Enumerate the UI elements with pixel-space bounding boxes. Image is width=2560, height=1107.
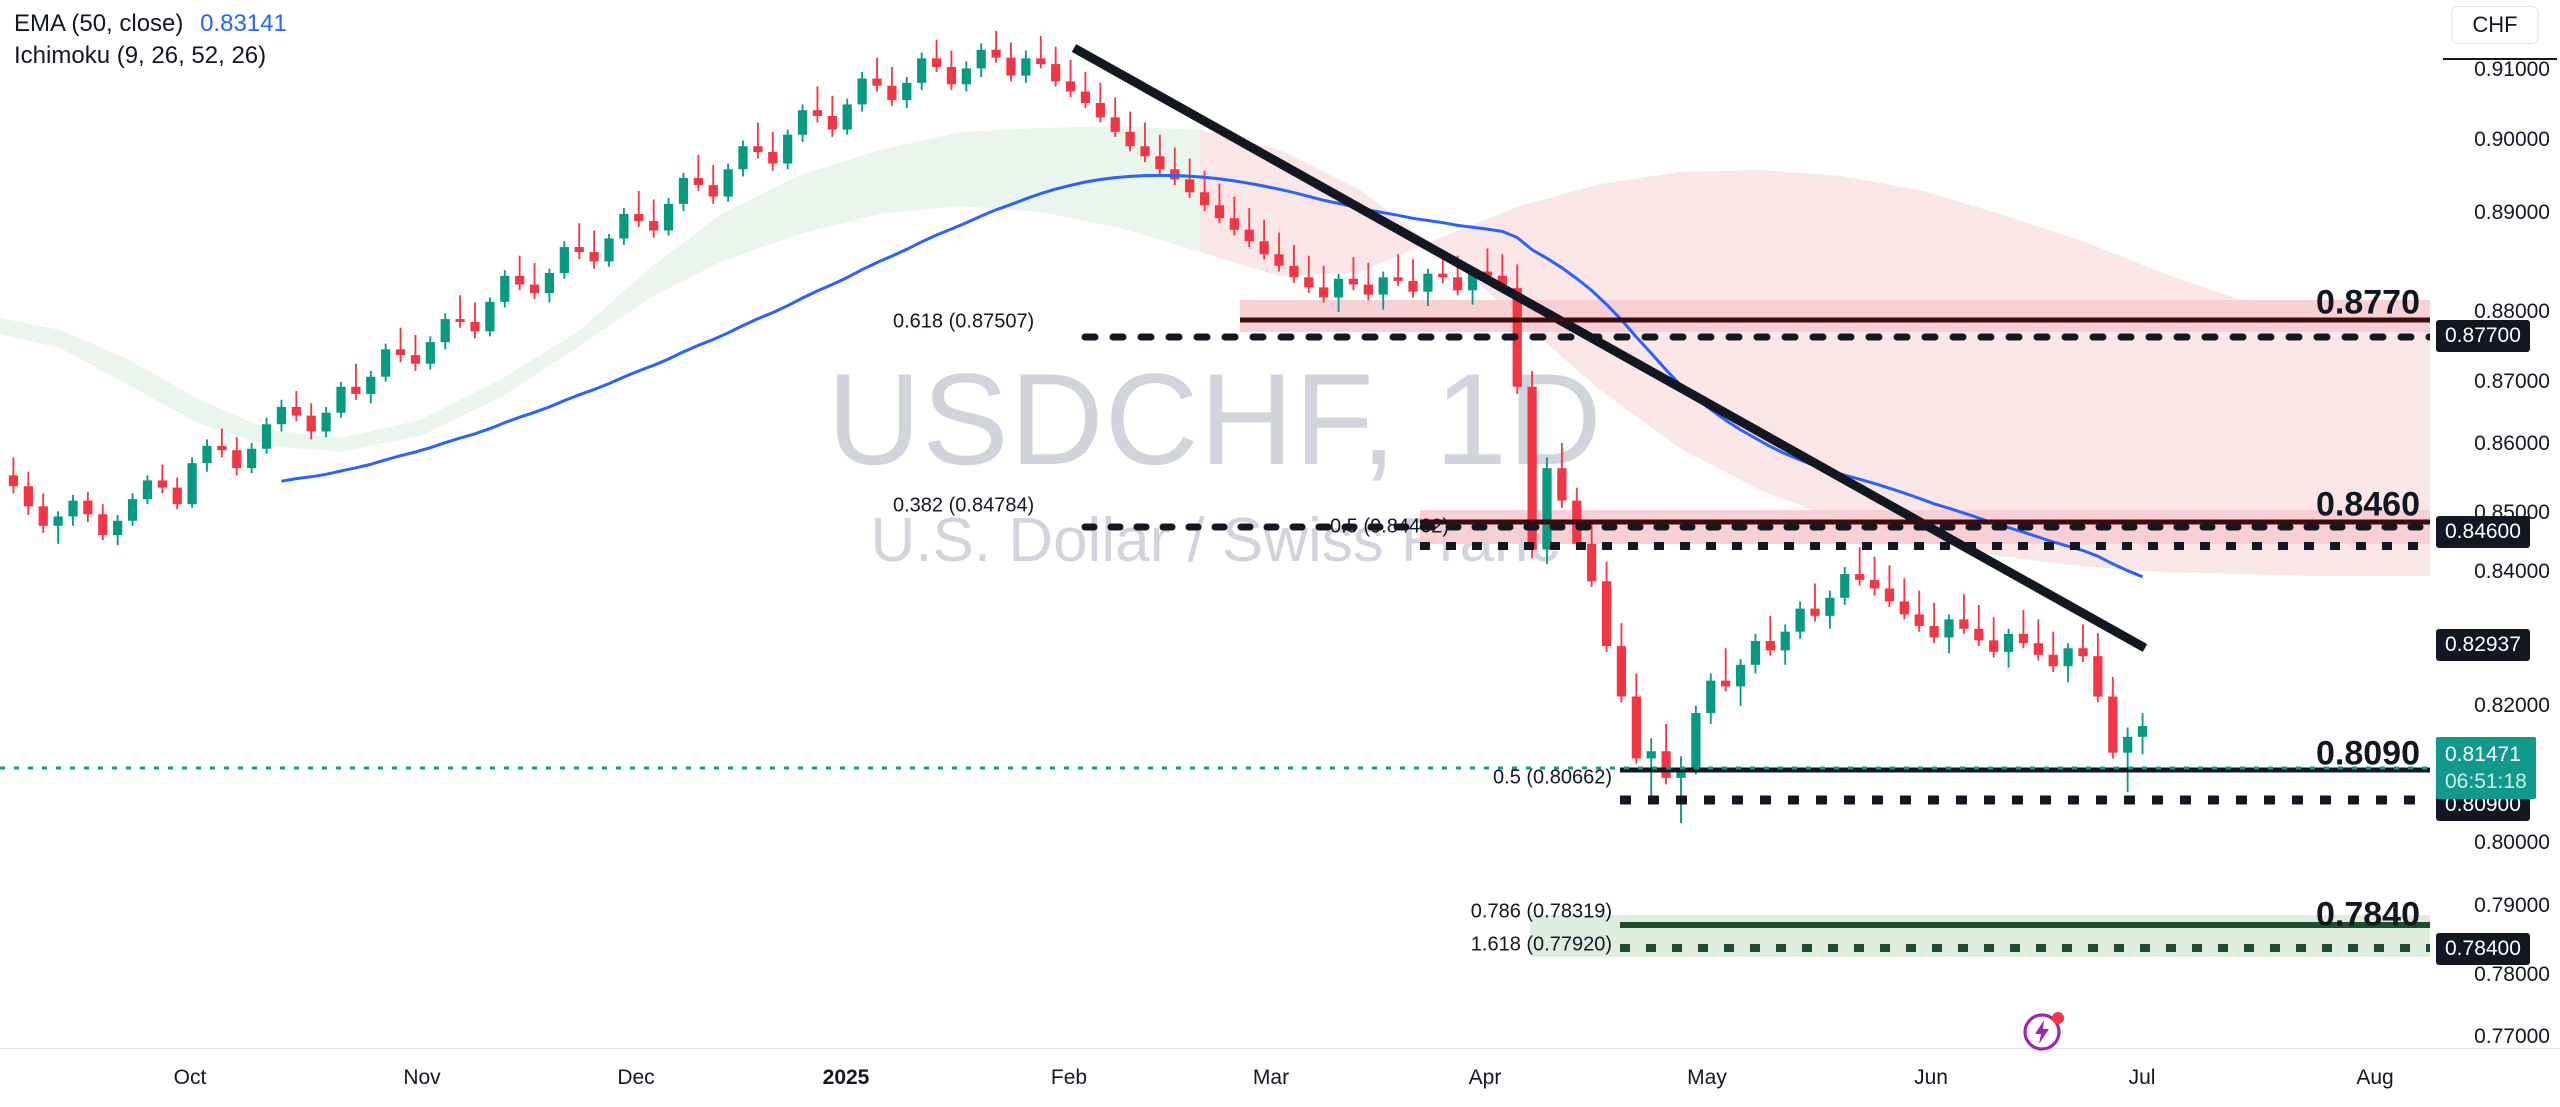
fib-level-label[interactable]: 0.382 (0.84784) xyxy=(893,494,1035,517)
ichimoku-label: Ichimoku (9, 26, 52, 26) xyxy=(14,42,267,69)
time-tick-label: Mar xyxy=(1252,1066,1290,1089)
drawings-layer[interactable] xyxy=(0,0,2430,1048)
ichimoku-cloud-bearish xyxy=(1200,130,2430,576)
price-tick: 0.88000 xyxy=(2474,300,2550,323)
price-tick: 0.79000 xyxy=(2474,894,2550,917)
time-tick-label: Apr xyxy=(1468,1066,1502,1089)
time-tick-label: Nov xyxy=(403,1066,441,1089)
price-tick: 0.91000 xyxy=(2474,58,2550,81)
price-callout: 0.8770 xyxy=(2316,283,2420,322)
ema-value: 0.83141 xyxy=(200,10,287,37)
chart-legend[interactable]: EMA (50, close) 0.83141 Ichimoku (9, 26,… xyxy=(14,8,287,72)
price-tick: 0.86000 xyxy=(2474,432,2550,455)
currency-chip[interactable]: CHF xyxy=(2451,6,2539,44)
time-axis[interactable]: Oct Nov Dec 2025 Feb Mar Apr May Jun Jul Aug xyxy=(0,1048,2560,1107)
fib-level-label[interactable]: 1.618 (0.77920) xyxy=(1470,933,1612,956)
price-axis[interactable]: CHF 0.91000 0.90000 0.89000 0.88000 0.87000 0… xyxy=(2430,0,2560,1048)
price-callout: 0.7840 xyxy=(2316,895,2420,934)
price-tick: 0.78000 xyxy=(2474,963,2550,986)
lightning-bolt-icon[interactable] xyxy=(2022,1008,2066,1052)
time-tick-label: Jun xyxy=(1914,1066,1948,1089)
price-tick: 0.80000 xyxy=(2474,831,2550,854)
fib-level-label[interactable]: 0.5 (0.84462) xyxy=(1330,515,1449,538)
bolt-circle xyxy=(2023,1013,2061,1051)
price-badge[interactable]: 0.82937 xyxy=(2436,629,2530,661)
price-badge[interactable]: 0.87700 xyxy=(2436,320,2530,352)
live-price-value: 0.81471 xyxy=(2445,743,2521,766)
axis-top-rule xyxy=(2443,58,2557,60)
price-callout: 0.8090 xyxy=(2316,734,2420,773)
price-tick: 0.77000 xyxy=(2474,1025,2550,1048)
price-tick: 0.82000 xyxy=(2474,694,2550,717)
time-tick-label: Dec xyxy=(617,1066,655,1089)
time-tick-label: Aug xyxy=(2356,1066,2394,1089)
price-callout: 0.8460 xyxy=(2316,485,2420,524)
time-tick-label: Jul xyxy=(2128,1066,2156,1089)
descending-trendline[interactable] xyxy=(1071,44,2148,652)
price-tick: 0.84000 xyxy=(2474,560,2550,583)
time-tick-label: 2025 xyxy=(822,1066,870,1089)
price-tick: 0.89000 xyxy=(2474,201,2550,224)
bolt-glyph xyxy=(2035,1020,2049,1044)
time-tick-label: May xyxy=(1687,1066,1727,1089)
legend-row-ema[interactable]: EMA (50, close) 0.83141 xyxy=(14,8,287,40)
ema-label: EMA (50, close) xyxy=(14,10,184,37)
price-tick: 0.90000 xyxy=(2474,128,2550,151)
price-badge[interactable]: 0.78400 xyxy=(2436,933,2530,965)
chart-plot-area[interactable]: USDCHF, 1D U.S. Dollar / Swiss Franc xyxy=(0,0,2430,1048)
live-price-badge[interactable]: 0.81471 06:51:18 xyxy=(2436,737,2536,799)
price-badge[interactable]: 0.84600 xyxy=(2436,516,2530,548)
bolt-notification-dot xyxy=(2052,1012,2064,1024)
resistance-zone-0877 xyxy=(1240,300,2430,332)
time-tick-label: Feb xyxy=(1050,1066,1088,1089)
fib-level-label[interactable]: 0.5 (0.80662) xyxy=(1493,766,1612,789)
live-price-countdown: 06:51:18 xyxy=(2445,770,2527,793)
price-tick: 0.87000 xyxy=(2474,370,2550,393)
time-tick-label: Oct xyxy=(173,1066,207,1089)
fib-level-label[interactable]: 0.618 (0.87507) xyxy=(893,310,1035,333)
fib-level-label[interactable]: 0.786 (0.78319) xyxy=(1470,900,1612,923)
legend-row-ichimoku[interactable]: Ichimoku (9, 26, 52, 26) xyxy=(14,40,287,72)
